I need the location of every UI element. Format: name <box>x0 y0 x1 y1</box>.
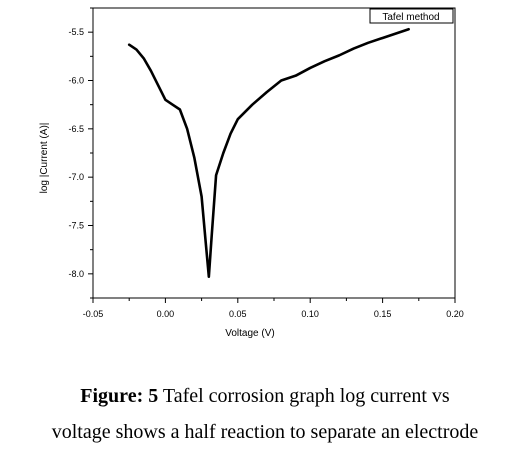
y-tick-label: -7.0 <box>68 172 84 182</box>
y-axis: -5.5 -6.0 -6.5 -7.0 -7.5 -8.0 <box>68 7 93 299</box>
figure-caption: Figure: 5 Tafel corrosion graph log curr… <box>0 378 530 450</box>
y-tick-label: -5.5 <box>68 27 84 37</box>
x-tick-label: 0.05 <box>229 309 247 319</box>
y-axis-title: log |Current (A)| <box>39 123 50 194</box>
x-tick-label: -0.05 <box>83 309 104 319</box>
plot-area-frame <box>92 7 456 299</box>
y-tick-label: -8.0 <box>68 269 84 279</box>
legend-label: Tafel method <box>382 12 439 23</box>
legend-box <box>369 8 454 24</box>
x-axis-title: Voltage (V) <box>225 328 274 339</box>
caption-line-1: Figure: 5 Tafel corrosion graph log curr… <box>0 378 530 414</box>
series-line-tafel <box>127 27 410 279</box>
x-tick-label: 0.10 <box>301 309 319 319</box>
x-tick-label: 0.20 <box>446 309 464 319</box>
caption-line-2: voltage shows a half reaction to separat… <box>51 421 479 443</box>
legend: Tafel method <box>369 8 454 24</box>
caption-text-1: Tafel corrosion graph log current vs <box>158 385 450 407</box>
tafel-chart: -0.05 0.00 0.05 0.10 0.15 0.20 -5.5 -6.0 -6.5 -7… <box>39 7 464 339</box>
figure-label: Figure: 5 <box>80 385 159 407</box>
y-tick-label: -7.5 <box>68 221 84 231</box>
x-tick-label: 0.15 <box>374 309 392 319</box>
y-tick-label: -6.0 <box>68 76 84 86</box>
x-tick-label: 0.00 <box>157 309 175 319</box>
y-tick-label: -6.5 <box>68 124 84 134</box>
x-axis: -0.05 0.00 0.05 0.10 0.15 0.20 <box>83 298 464 319</box>
